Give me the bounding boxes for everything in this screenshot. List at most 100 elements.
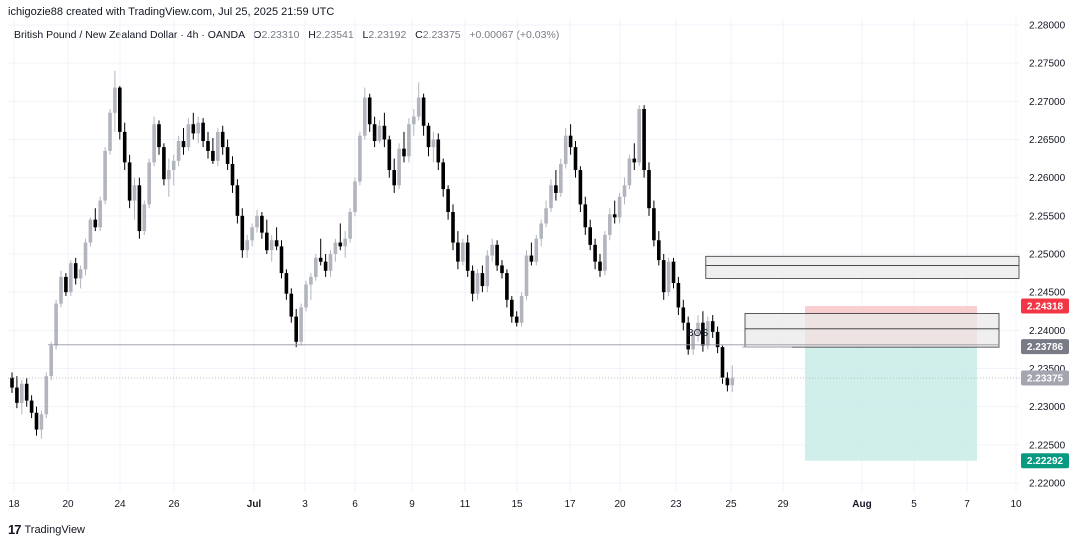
candle-body xyxy=(554,185,558,193)
candle-body xyxy=(162,147,166,180)
candle-body xyxy=(211,150,215,161)
candle-body xyxy=(421,97,426,126)
time-tick-label: 25 xyxy=(725,499,737,510)
candle-body xyxy=(544,208,548,224)
time-tick-label: 15 xyxy=(511,499,523,510)
candle-body xyxy=(387,139,392,171)
candle-body xyxy=(113,87,117,113)
candle-body xyxy=(671,261,676,284)
time-tick-label: 10 xyxy=(1010,499,1022,510)
bos-label: BOS xyxy=(687,328,708,339)
candle-body xyxy=(647,170,651,209)
price-tick-label: 2.26500 xyxy=(1029,135,1066,146)
candle-body xyxy=(608,214,612,235)
candle-body xyxy=(142,204,147,232)
candle-body xyxy=(176,141,181,161)
candle-body xyxy=(627,158,632,186)
candle-body xyxy=(539,223,543,239)
change-value: +0.00067 (+0.03%) xyxy=(469,29,560,41)
candle-body xyxy=(157,124,161,148)
candle-body xyxy=(412,116,416,125)
candle-body xyxy=(34,412,39,430)
candle-body xyxy=(382,125,387,140)
candle-body xyxy=(269,240,274,251)
candle-body xyxy=(10,377,14,388)
candle-body xyxy=(59,276,63,304)
candle-body xyxy=(88,219,93,243)
candle-body xyxy=(230,163,235,186)
candle-body xyxy=(666,261,671,293)
time-tick-label: 18 xyxy=(8,499,20,510)
candle-body xyxy=(441,162,445,190)
candle-body xyxy=(240,215,245,251)
time-tick-label: 7 xyxy=(964,499,970,510)
candle-body xyxy=(549,185,553,209)
candle-body xyxy=(235,185,240,216)
candle-body xyxy=(216,131,220,161)
candle-body xyxy=(461,242,465,262)
candle-body xyxy=(681,307,686,323)
candle-body xyxy=(299,307,303,342)
candle-body xyxy=(657,240,661,261)
price-badge-label: 2.24318 xyxy=(1027,302,1064,313)
candle-body xyxy=(348,212,352,239)
take-profit-zone xyxy=(805,346,977,461)
price-axis[interactable]: 2.28000 2.27500 2.27000 2.26500 2.26000 2.255… xyxy=(1029,21,1066,490)
high-value: 2.23541 xyxy=(315,29,354,41)
candle-body xyxy=(103,150,107,201)
candle-body xyxy=(696,322,700,335)
candle-body xyxy=(588,227,592,245)
candle-body xyxy=(392,170,396,186)
price-tick-label: 2.28000 xyxy=(1029,21,1066,32)
candle-body xyxy=(314,257,318,277)
candle-body xyxy=(328,254,333,271)
tradingview-brand: TradingView xyxy=(24,523,86,536)
candle-body xyxy=(661,260,666,293)
time-axis[interactable]: 18 20 24 26 Jul 3 6 9 11 15 17 20 23 25 29 Aug 5 7 10 xyxy=(8,499,1022,510)
candle-body xyxy=(318,257,323,262)
candle-body xyxy=(132,185,137,201)
time-tick-label: 3 xyxy=(302,499,308,510)
price-tick-label: 2.26000 xyxy=(1029,173,1066,184)
time-tick-label: Aug xyxy=(852,499,871,510)
candle-body xyxy=(20,383,24,403)
candle-body xyxy=(563,135,568,164)
price-badge-label: 2.23786 xyxy=(1027,342,1064,353)
candle-body xyxy=(279,246,284,274)
price-tick-label: 2.27500 xyxy=(1029,59,1066,70)
overlay-layer: BOS xyxy=(8,328,1020,379)
candle-body xyxy=(495,244,499,266)
candle-body xyxy=(480,273,485,287)
price-tick-label: 2.24000 xyxy=(1029,326,1066,337)
candle-body xyxy=(573,147,578,171)
candle-body xyxy=(701,322,705,346)
candle-body xyxy=(49,345,53,377)
candle-body xyxy=(559,163,563,193)
candle-body xyxy=(691,334,695,350)
candle-body xyxy=(686,322,690,350)
candle-body xyxy=(152,124,156,163)
candle-body xyxy=(583,204,588,228)
close-label: C xyxy=(415,29,423,41)
candle-body xyxy=(250,227,254,241)
chart-header: ichigozie88 created with TradingView.com… xyxy=(8,6,335,18)
candle-body xyxy=(529,255,534,262)
candle-body xyxy=(363,97,367,136)
candle-body xyxy=(323,261,328,271)
candle-body xyxy=(446,189,450,213)
candle-body xyxy=(510,299,514,317)
price-badges: 2.24318 2.23786 2.23375 2.22292 xyxy=(1021,298,1069,469)
candles-layer xyxy=(10,70,735,439)
price-tick-label: 2.23500 xyxy=(1029,364,1066,375)
candle-body xyxy=(617,196,622,218)
candle-body xyxy=(358,135,362,182)
close-value: 2.23375 xyxy=(422,29,461,41)
candle-body xyxy=(431,139,436,148)
low-label: L xyxy=(362,29,369,41)
candle-body xyxy=(186,124,191,148)
price-badge xyxy=(1021,370,1069,386)
candle-body xyxy=(24,383,29,401)
candle-body xyxy=(416,97,421,117)
candle-body xyxy=(78,269,83,279)
